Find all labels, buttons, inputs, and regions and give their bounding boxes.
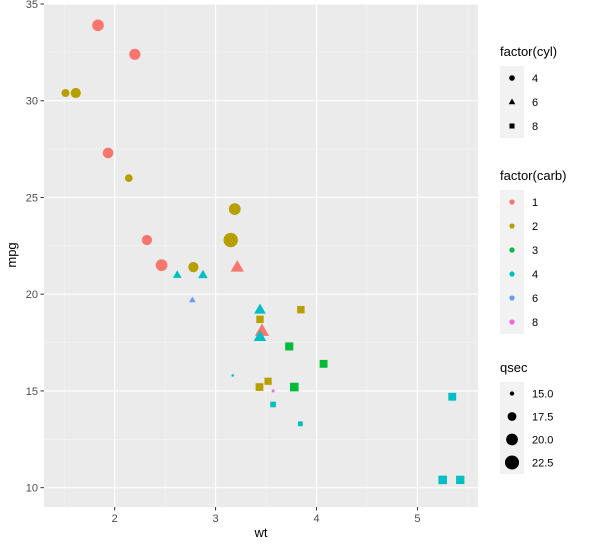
legend-symbol (509, 391, 515, 396)
legend-symbol (509, 75, 515, 81)
legend-symbol (506, 433, 518, 446)
legend-label: 3 (532, 245, 538, 257)
legend-label: 22.5 (532, 458, 553, 470)
legend-label: 17.5 (532, 412, 553, 424)
legend-label: 6 (532, 97, 538, 109)
data-point (254, 303, 266, 314)
data-point (255, 383, 264, 391)
legend-symbol (504, 455, 520, 470)
legend-title: factor(carb) (500, 168, 566, 183)
legend-label: 20.0 (532, 435, 553, 447)
y-tick-label: 15 (26, 386, 38, 398)
data-point (124, 174, 133, 182)
data-point (290, 382, 299, 392)
data-point (70, 87, 81, 99)
data-point (189, 296, 196, 303)
data-point (155, 259, 168, 272)
legend-label: 8 (532, 121, 538, 133)
data-point (285, 342, 294, 351)
legend-symbol (507, 412, 517, 421)
data-point (92, 19, 104, 32)
legend-symbol (509, 295, 515, 301)
data-points (61, 19, 465, 485)
data-point (264, 377, 272, 385)
data-point (129, 48, 141, 60)
legend-symbol (509, 199, 515, 205)
legend-symbol (509, 319, 515, 325)
y-tick-label: 25 (26, 192, 38, 204)
y-tick-label: 20 (26, 289, 38, 301)
legend-symbol (509, 223, 515, 229)
data-point (456, 475, 465, 485)
data-point (270, 401, 276, 408)
data-point (188, 261, 199, 273)
data-point (448, 392, 457, 401)
legend-label: 6 (532, 293, 538, 305)
x-tick-label: 3 (213, 513, 219, 525)
data-point (271, 389, 275, 393)
data-point (141, 234, 153, 246)
data-point (256, 315, 264, 324)
legends: factor(cyl) 4 6 8 factor(carb) 1 2 3 4 6 8 qsec 15.0… (500, 44, 566, 474)
data-point (102, 147, 114, 159)
y-axis: 10 15 20 25 30 35 (26, 0, 44, 495)
y-tick-label: 30 (26, 96, 38, 108)
data-point (230, 260, 244, 272)
data-point (319, 359, 328, 368)
legend-symbol (508, 98, 516, 105)
legend-label: 1 (532, 197, 538, 209)
legend-symbol (509, 123, 515, 129)
x-axis: 2 3 4 5 (112, 507, 421, 525)
legend-label: 4 (532, 269, 538, 281)
legend-label: 15.0 (532, 389, 553, 401)
grid-lines (44, 3, 478, 507)
y-axis-title: mpg (4, 242, 19, 267)
x-axis-title: wt (254, 525, 268, 540)
x-tick-label: 5 (414, 513, 420, 525)
legend-symbol (509, 271, 515, 277)
data-point (198, 269, 208, 279)
data-point (172, 270, 182, 278)
y-tick-label: 35 (26, 0, 38, 11)
data-point (231, 374, 234, 377)
x-tick-label: 2 (112, 513, 118, 525)
plot-panel (44, 4, 478, 507)
data-point (254, 323, 270, 336)
data-point (438, 475, 447, 485)
x-tick-label: 4 (313, 513, 319, 525)
legend-title: factor(cyl) (500, 44, 557, 59)
legend-title: qsec (500, 360, 528, 375)
legend-label: 4 (532, 73, 538, 85)
legend-label: 2 (532, 221, 538, 233)
data-point (223, 232, 238, 248)
data-point (297, 421, 303, 427)
data-point (253, 330, 267, 342)
data-point (61, 88, 70, 97)
data-point (228, 203, 241, 215)
y-tick-label: 10 (26, 483, 38, 495)
legend-symbol (509, 247, 515, 253)
data-point (297, 305, 305, 314)
legend-label: 8 (532, 317, 538, 329)
